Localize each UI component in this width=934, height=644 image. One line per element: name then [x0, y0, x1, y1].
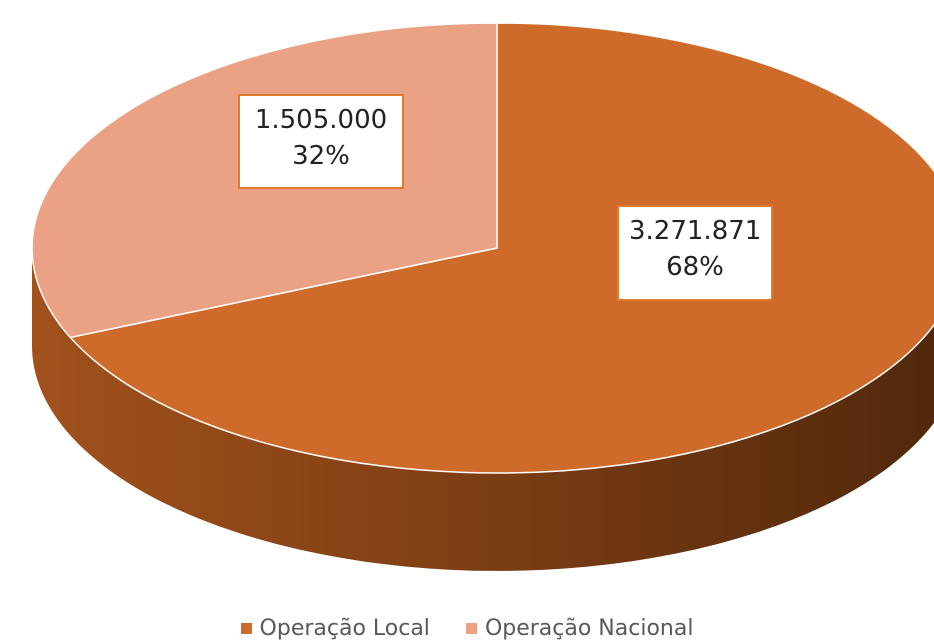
data-label-operacao-local: 3.271.871 68% — [617, 205, 773, 301]
data-label-operacao-nacional: 1.505.000 32% — [238, 94, 404, 189]
pie-top-faces — [31, 22, 934, 474]
legend: Operação Local Operação Nacional — [0, 612, 934, 644]
legend-label: Operação Nacional — [484, 615, 694, 641]
legend-swatch — [240, 622, 252, 634]
data-label-value: 3.271.871 — [629, 216, 762, 246]
pie-side-walls — [32, 248, 934, 571]
pie-front-wall — [32, 248, 934, 571]
legend-swatch — [465, 622, 477, 634]
pie-slice-operacao-local — [68, 22, 934, 474]
legend-item-operacao-local: Operação Local — [240, 615, 430, 641]
data-label-percent: 32% — [292, 141, 350, 171]
legend-label: Operação Local — [259, 615, 430, 641]
legend-item-operacao-nacional: Operação Nacional — [465, 615, 694, 641]
data-label-value: 1.505.000 — [254, 105, 388, 135]
data-label-percent: 68% — [666, 252, 724, 282]
